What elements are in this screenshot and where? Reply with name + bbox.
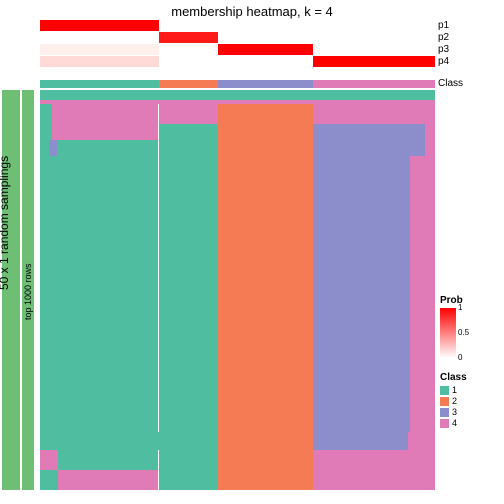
heatmap-cell bbox=[218, 56, 313, 67]
heatmap-cell bbox=[159, 140, 218, 156]
heatmap-cell bbox=[40, 90, 159, 100]
heatmap-row bbox=[40, 156, 435, 432]
heatmap-cell bbox=[218, 124, 313, 140]
heatmap-cell bbox=[40, 470, 159, 490]
legend-item-label: 3 bbox=[452, 407, 457, 418]
heatmap-cell bbox=[40, 20, 159, 31]
top-annotation-rows bbox=[40, 20, 435, 68]
heatmap-cell bbox=[313, 432, 435, 450]
heatmap-cell bbox=[218, 104, 313, 124]
legend-class-title: Class bbox=[440, 372, 467, 383]
heatmap-cell bbox=[313, 450, 435, 470]
heatmap-row bbox=[40, 104, 435, 124]
left-annotation-bar bbox=[2, 90, 20, 490]
annotation-row-label: p3 bbox=[438, 44, 449, 55]
heatmap-cell bbox=[159, 450, 218, 470]
legend-class: Class 1234 bbox=[440, 372, 467, 429]
legend-item: 2 bbox=[440, 396, 467, 407]
heatmap-cell bbox=[218, 32, 313, 43]
heatmap-cell bbox=[218, 140, 313, 156]
legend-tick: 0 bbox=[458, 354, 462, 362]
heatmap-cell bbox=[159, 432, 218, 450]
annotation-row bbox=[40, 32, 435, 43]
heatmap-cell bbox=[313, 140, 435, 156]
heatmap-cell bbox=[40, 124, 159, 140]
heatmap-cell bbox=[40, 80, 159, 88]
legend-item-label: 2 bbox=[452, 396, 457, 407]
heatmap-cell bbox=[159, 56, 218, 67]
annotation-row-label: p1 bbox=[438, 20, 449, 31]
heatmap-row bbox=[40, 124, 435, 140]
heatmap-cell bbox=[40, 432, 159, 450]
left-annotation-label-inner: top 1000 rows bbox=[23, 263, 33, 320]
annotation-row bbox=[40, 20, 435, 31]
heatmap-cell bbox=[159, 32, 218, 43]
heatmap-cell bbox=[313, 104, 435, 124]
legend-item: 3 bbox=[440, 407, 467, 418]
heatmap-cell bbox=[40, 44, 159, 55]
heatmap-cell bbox=[40, 140, 159, 156]
heatmap-cell bbox=[313, 44, 435, 55]
heatmap-cell bbox=[313, 20, 435, 31]
legend-tick: 0.5 bbox=[458, 329, 469, 337]
heatmap-cell bbox=[40, 56, 159, 67]
heatmap-cell bbox=[159, 156, 218, 432]
heatmap-cell bbox=[313, 124, 435, 140]
heatmap-cell bbox=[313, 56, 435, 67]
heatmap-row bbox=[40, 470, 435, 490]
heatmap-cell bbox=[218, 90, 313, 100]
heatmap-cell bbox=[159, 44, 218, 55]
annotation-row bbox=[40, 56, 435, 67]
legend-item-label: 1 bbox=[452, 385, 457, 396]
chart-title: membership heatmap, k = 4 bbox=[0, 4, 504, 19]
heatmap-cell bbox=[159, 80, 218, 88]
annotation-row-label: p2 bbox=[438, 32, 449, 43]
legend-swatch bbox=[440, 397, 449, 406]
heatmap-cell bbox=[313, 470, 435, 490]
heatmap-cell bbox=[40, 156, 159, 432]
heatmap-main bbox=[40, 90, 435, 490]
heatmap-cell bbox=[218, 44, 313, 55]
heatmap-cell bbox=[159, 124, 218, 140]
heatmap-cell bbox=[218, 432, 313, 450]
heatmap-cell bbox=[159, 90, 218, 100]
heatmap-cell bbox=[218, 80, 313, 88]
heatmap-cell bbox=[218, 470, 313, 490]
heatmap-row bbox=[40, 140, 435, 156]
heatmap-cell bbox=[313, 32, 435, 43]
legend-prob-gradient bbox=[440, 308, 456, 358]
heatmap-cell bbox=[159, 470, 218, 490]
heatmap-row bbox=[40, 450, 435, 470]
class-annotation-row bbox=[40, 80, 435, 88]
legend-class-items: 1234 bbox=[440, 385, 467, 429]
legend-tick: 1 bbox=[458, 304, 462, 312]
heatmap-cell bbox=[218, 20, 313, 31]
class-row-label: Class bbox=[438, 78, 463, 89]
heatmap-cell bbox=[313, 80, 435, 88]
legend-item: 4 bbox=[440, 418, 467, 429]
heatmap-row bbox=[40, 432, 435, 450]
heatmap-cell bbox=[218, 156, 313, 432]
heatmap-cell bbox=[40, 104, 159, 124]
legend-swatch bbox=[440, 419, 449, 428]
heatmap-cell bbox=[159, 20, 218, 31]
heatmap-cell bbox=[313, 156, 435, 432]
legend-swatch bbox=[440, 408, 449, 417]
legend-prob-title: Prob bbox=[440, 295, 467, 306]
legend-swatch bbox=[440, 386, 449, 395]
left-annotation-label: 50 x 1 random samplings bbox=[0, 156, 11, 290]
annotation-row-label: p4 bbox=[438, 56, 449, 67]
heatmap-cell bbox=[40, 32, 159, 43]
heatmap-row bbox=[40, 90, 435, 100]
legend: Prob 10.50 Class 1234 bbox=[440, 295, 467, 429]
heatmap-cell bbox=[218, 450, 313, 470]
heatmap-cell bbox=[313, 90, 435, 100]
annotation-row bbox=[40, 44, 435, 55]
heatmap-cell bbox=[159, 104, 218, 124]
heatmap-cell bbox=[40, 450, 159, 470]
legend-item-label: 4 bbox=[452, 418, 457, 429]
legend-item: 1 bbox=[440, 385, 467, 396]
